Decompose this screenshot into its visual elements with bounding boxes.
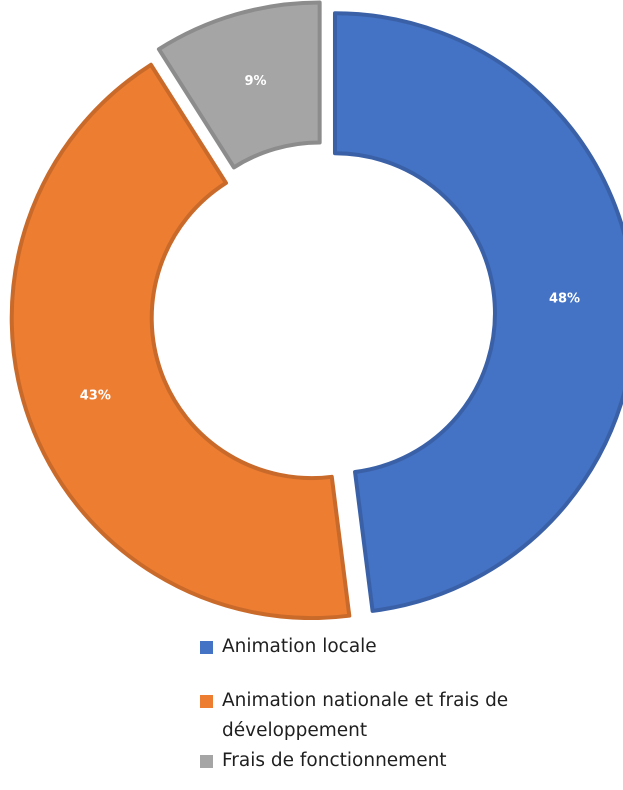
legend-item-animation-nationale: Animation nationale et frais de développ… — [200, 686, 610, 746]
donut-slice-frais-de-fonctionnement — [156, 0, 322, 170]
legend-label-frais-de-fonctionnement: Frais de fonctionnement — [222, 750, 447, 771]
legend-swatch-animation-locale — [200, 641, 213, 654]
legend-item-frais-de-fonctionnement: Frais de fonctionnement — [200, 746, 610, 776]
chart-legend: Animation locale Animation nationale et … — [200, 632, 610, 776]
legend-item-animation-locale: Animation locale — [200, 632, 610, 662]
legend-swatch-frais-de-fonctionnement — [200, 755, 213, 768]
donut-slice-animation-locale — [332, 11, 623, 613]
legend-label-animation-nationale: Animation nationale et frais de développ… — [222, 690, 509, 741]
legend-label-animation-locale: Animation locale — [222, 636, 377, 657]
data-label-animation-nationale: 43% — [80, 388, 111, 403]
data-label-animation-locale: 48% — [549, 291, 580, 306]
legend-swatch-animation-nationale — [200, 695, 213, 708]
data-label-frais-de-fonctionnement: 9% — [244, 74, 266, 89]
donut-slice-animation-nationale — [9, 62, 352, 620]
donut-chart: 48% 43% 9% — [9, 0, 623, 620]
